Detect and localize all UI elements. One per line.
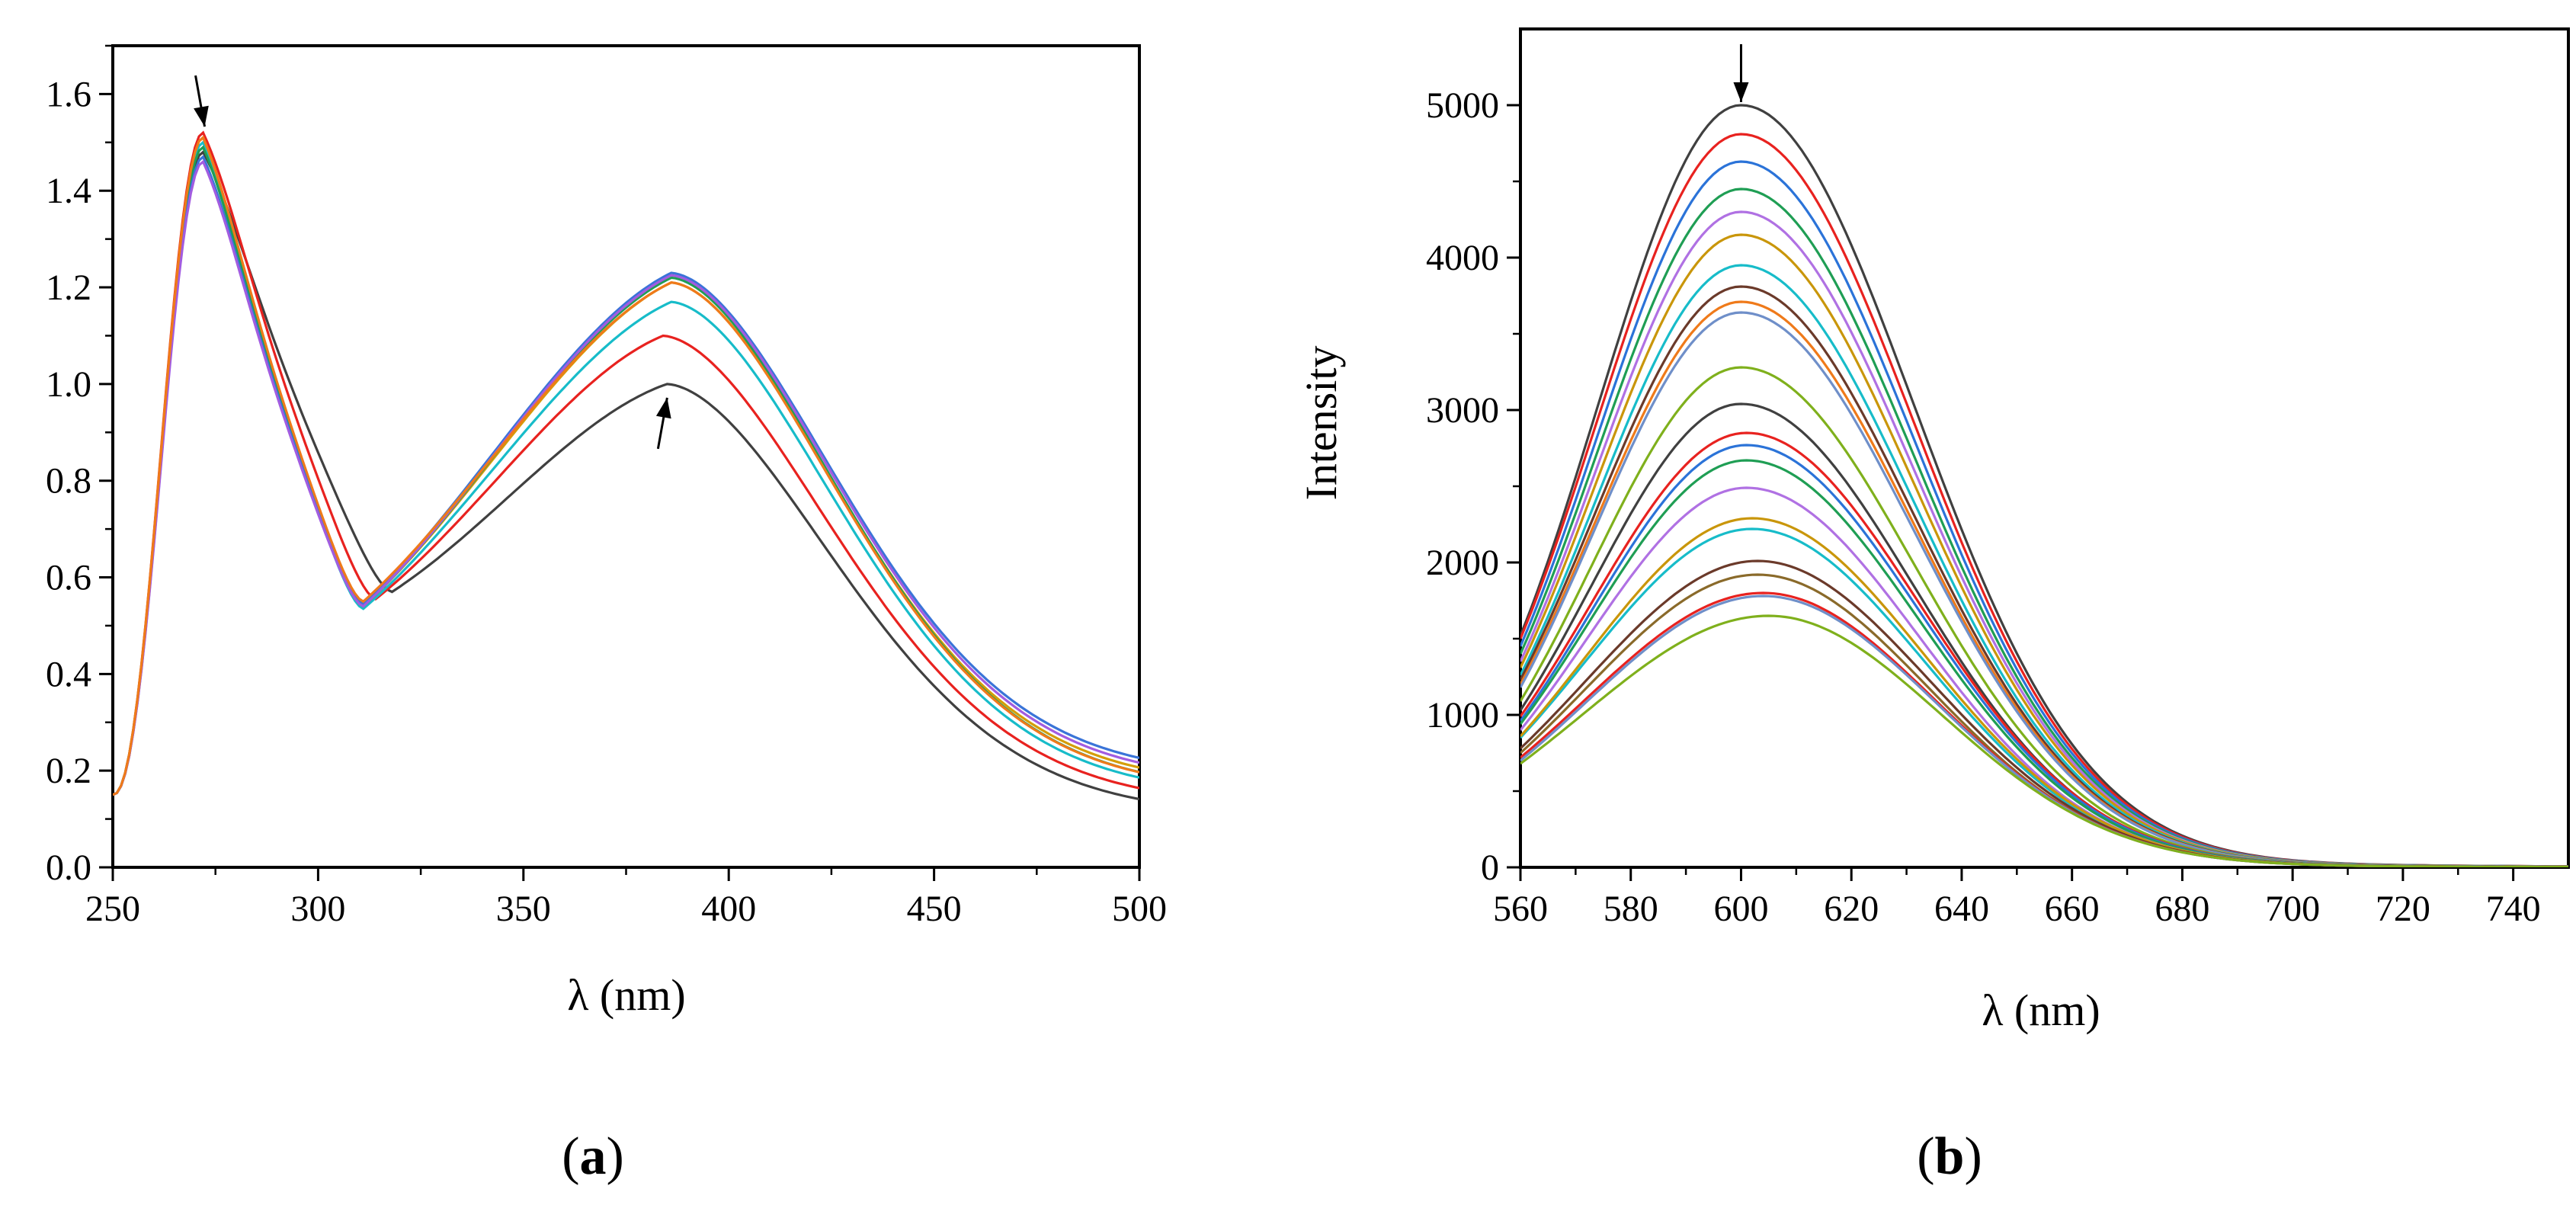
chart-a-xtick-label: 350 — [496, 889, 551, 929]
chart-b-series-group — [1520, 104, 2568, 867]
chart-b-ytick-label: 4000 — [1426, 238, 1499, 278]
chart-a-xtick-label: 500 — [1112, 889, 1167, 929]
chart-a-ytick-label: 1.6 — [46, 74, 91, 114]
panel-b-letter: b — [1935, 1127, 1965, 1186]
chart-a-xtick-label: 250 — [85, 889, 140, 929]
chart-a: 250 300 350 400 450 500 0.0 0.2 0.4 0.6 0.8 1.0 1.2 1… — [46, 44, 1167, 929]
chart-b-ytick-label: 5000 — [1426, 85, 1499, 126]
chart-a-ytick-label: 0.6 — [46, 558, 91, 598]
chart-a-ytick-label: 0.0 — [46, 848, 91, 888]
chart-b-ytick-label: 1000 — [1426, 695, 1499, 735]
panel-a-letter: a — [580, 1127, 607, 1186]
chart-a-series-1 — [113, 130, 1139, 796]
chart-a-ytick-label: 1.0 — [46, 364, 91, 405]
chart-b-ytick-label: 2000 — [1426, 543, 1499, 583]
chart-a-ytick-label: 0.2 — [46, 751, 91, 791]
panel-label-a: (a) — [562, 1127, 624, 1186]
chart-b-series-1 — [1520, 133, 2568, 867]
chart-b-xtick-label: 700 — [2265, 889, 2320, 929]
chart-a-xtick-label: 300 — [290, 889, 345, 929]
panel-a-close: ) — [607, 1127, 624, 1186]
chart-b-ytick-label: 3000 — [1426, 390, 1499, 431]
chart-a-xtick-label: 400 — [701, 889, 756, 929]
panel-a-open: ( — [562, 1127, 579, 1186]
chart-b-arrow-0 — [1733, 44, 1749, 102]
chart-b-xtick-label: 560 — [1493, 889, 1548, 929]
chart-b-series-16 — [1520, 527, 2568, 867]
chart-a-arrow-1-head — [655, 397, 671, 419]
panel-b-close: ) — [1964, 1127, 1982, 1186]
chart-b-xtick-label: 580 — [1604, 889, 1658, 929]
chart-a-frame — [111, 44, 1141, 869]
chart-a-series-7 — [113, 135, 1139, 796]
chart-b-xlabel: λ (nm) — [1982, 985, 2100, 1035]
chart-b-xtick-label: 680 — [2155, 889, 2209, 929]
chart-b-xtick-label: 620 — [1824, 889, 1879, 929]
chart-b-series-22 — [1520, 614, 2568, 867]
chart-a-ytick-label: 1.4 — [46, 171, 91, 211]
chart-a-ytick-label: 1.2 — [46, 268, 91, 308]
chart-b-frame — [1519, 27, 2570, 869]
chart-b-xtick-label: 600 — [1713, 889, 1768, 929]
chart-b-ylabel: Intensity — [1296, 346, 1346, 501]
chart-b-series-15 — [1520, 486, 2568, 867]
panel-b-open: ( — [1917, 1127, 1934, 1186]
chart-a-series-3 — [113, 135, 1139, 796]
chart-b-series-13 — [1520, 444, 2568, 867]
chart-b: 560 580 600 620 640 660 680 700 720 740 0 1000 2000 3… — [1426, 27, 2570, 929]
chart-a-ytick-label: 0.8 — [46, 461, 91, 501]
chart-a-series-2 — [113, 140, 1139, 796]
chart-b-xtick-label: 720 — [2376, 889, 2430, 929]
chart-b-arrow-0-head — [1733, 82, 1749, 102]
panel-label-b: (b) — [1917, 1127, 1982, 1186]
chart-a-series-4 — [113, 145, 1139, 796]
chart-a-arrow-0-head — [194, 105, 209, 127]
chart-a-ytick-label: 0.4 — [46, 654, 91, 694]
chart-a-series-group — [113, 130, 1139, 801]
chart-b-series-17 — [1520, 517, 2568, 867]
chart-a-series-0 — [113, 149, 1139, 801]
chart-b-ytick-label: 0 — [1481, 848, 1499, 888]
chart-a-series-6 — [113, 159, 1139, 796]
chart-a-arrow-0 — [194, 75, 209, 127]
chart-b-xtick-label: 640 — [1934, 889, 1989, 929]
chart-b-xtick-label: 660 — [2045, 889, 2100, 929]
chart-a-xtick-label: 450 — [907, 889, 962, 929]
chart-b-xtick-label: 740 — [2486, 889, 2541, 929]
chart-a-arrow-1 — [655, 397, 671, 450]
chart-a-xlabel: λ (nm) — [567, 970, 685, 1020]
